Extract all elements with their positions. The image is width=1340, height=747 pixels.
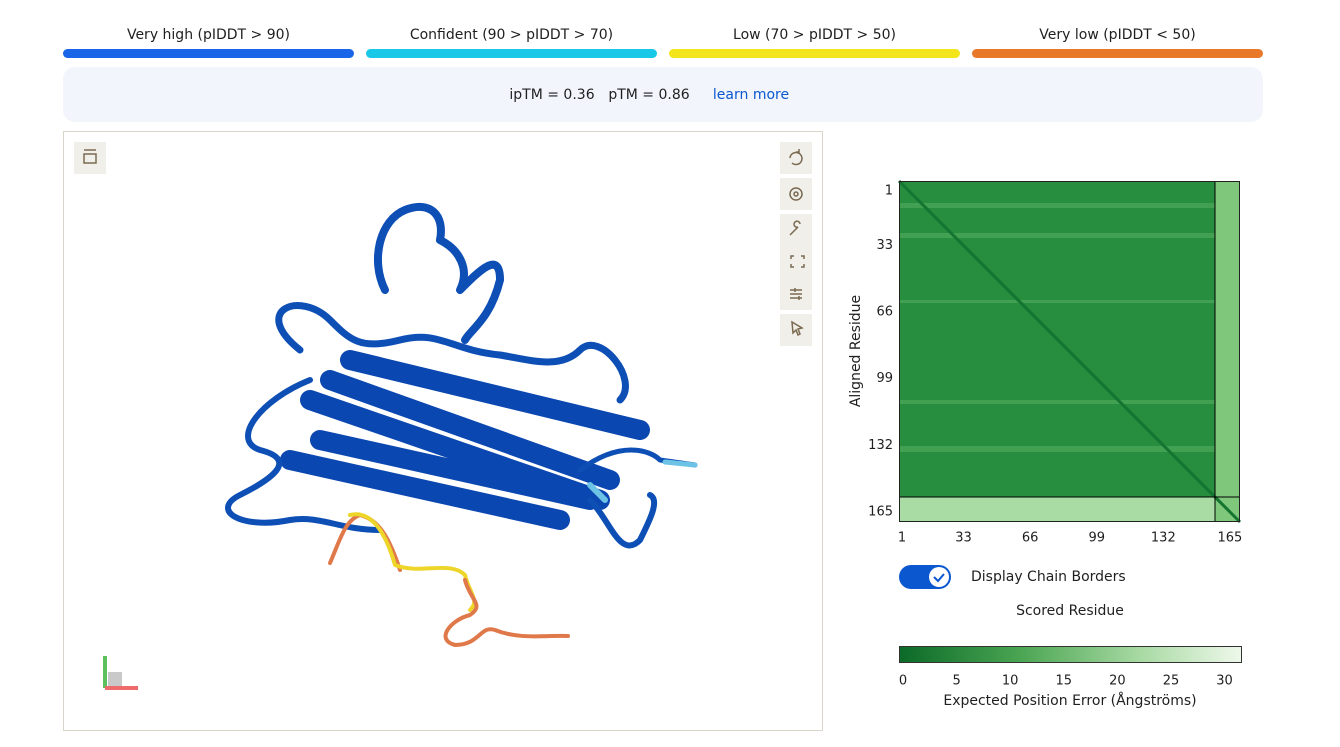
legend-bar bbox=[63, 49, 354, 58]
ptm: pTM = 0.86 bbox=[608, 87, 689, 103]
x-tick-label: 99 bbox=[1088, 531, 1105, 546]
x-tick-label: 165 bbox=[1217, 531, 1242, 546]
y-tick-label: 165 bbox=[868, 504, 893, 519]
y-tick-label: 66 bbox=[876, 305, 893, 320]
animation-button[interactable] bbox=[74, 142, 106, 174]
colorbar-tick-label: 5 bbox=[952, 674, 960, 689]
colorbar-tick-label: 25 bbox=[1163, 674, 1180, 689]
colorbar-ticks: 0 5 10 15 20 25 30 bbox=[899, 674, 1233, 689]
colorbar-tick-label: 30 bbox=[1216, 674, 1233, 689]
button-icons bbox=[83, 149, 805, 337]
protein-cartoon bbox=[225, 202, 698, 647]
y-tick-label: 33 bbox=[876, 238, 893, 253]
legend-label: Very high (pIDDT > 90) bbox=[127, 27, 290, 43]
iptm: ipTM = 0.36 bbox=[509, 87, 594, 103]
legend-bar bbox=[366, 49, 657, 58]
colorbar bbox=[899, 646, 1242, 663]
metrics-panel bbox=[63, 67, 1263, 122]
x-tick-label: 33 bbox=[955, 531, 972, 546]
pae-heatmap bbox=[897, 179, 1242, 524]
y-tick-label: 99 bbox=[876, 371, 893, 386]
x-tick-label: 132 bbox=[1151, 531, 1176, 546]
y-axis-label: Aligned Residue bbox=[848, 295, 864, 407]
legend-bar bbox=[669, 49, 960, 58]
pae-ticks: 1 1 33 33 66 66 99 99 132 132 165 165 bbox=[868, 184, 1242, 546]
fullscreen-button[interactable] bbox=[780, 246, 812, 278]
toggle-label: Display Chain Borders bbox=[971, 569, 1126, 585]
reset-button[interactable] bbox=[780, 142, 812, 174]
screenshot-button[interactable] bbox=[780, 178, 812, 210]
colorbar-tick-label: 15 bbox=[1056, 674, 1073, 689]
y-tick-label: 132 bbox=[868, 438, 893, 453]
axes-gizmo bbox=[103, 656, 138, 690]
colorbar-tick-label: 0 bbox=[899, 674, 907, 689]
y-tick-label: 1 bbox=[885, 184, 893, 199]
colorbar-tick-label: 10 bbox=[1002, 674, 1019, 689]
colorbar-tick-label: 20 bbox=[1109, 674, 1126, 689]
x-tick-label: 1 bbox=[898, 531, 906, 546]
chain-border-toggle[interactable] bbox=[899, 565, 951, 589]
learn-more-link[interactable]: learn more bbox=[713, 87, 789, 103]
viewer-buttons bbox=[74, 142, 812, 346]
structure-viewer bbox=[63, 131, 823, 731]
legend-label: Confident (90 > pIDDT > 70) bbox=[410, 27, 613, 43]
legend-label: Very low (pIDDT < 50) bbox=[1039, 27, 1195, 43]
legend-bar bbox=[972, 49, 1263, 58]
plddt-legend: Very high (pIDDT > 90) Confident (90 > pI… bbox=[63, 27, 1263, 58]
legend-label: Low (70 > pIDDT > 50) bbox=[733, 27, 896, 43]
colorbar-label: Expected Position Error (Ångströms) bbox=[943, 692, 1196, 709]
x-tick-label: 66 bbox=[1022, 531, 1039, 546]
toggle-knob[interactable] bbox=[929, 567, 949, 587]
x-axis-label: Scored Residue bbox=[1016, 603, 1124, 619]
